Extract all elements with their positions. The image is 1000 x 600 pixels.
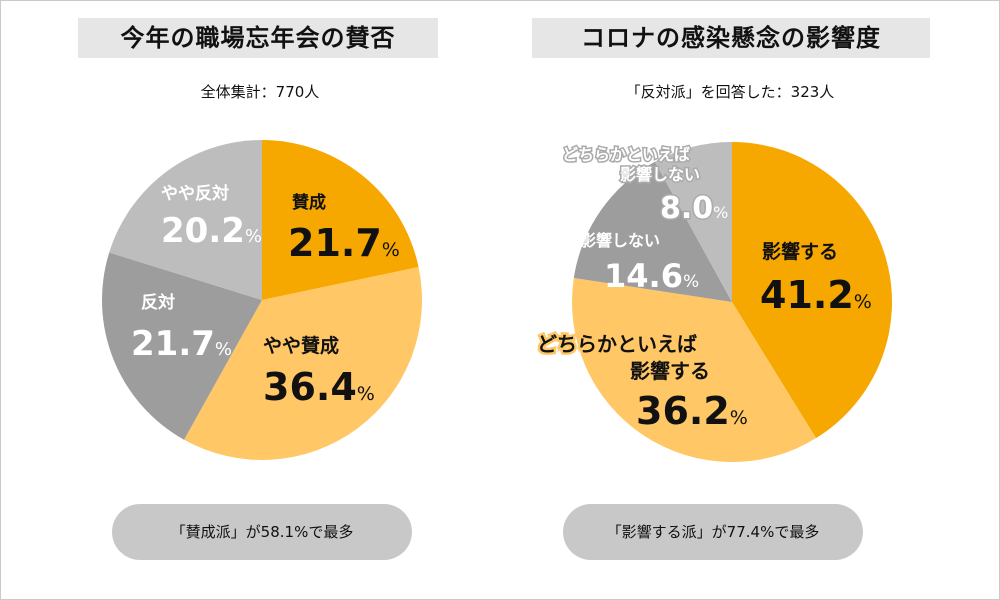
chart1-slice2-label: やや賛成 [263, 334, 339, 357]
chart2-slice2-label: どちらかといえば 影響する [535, 330, 711, 384]
chart2-slice1-label: 影響する [762, 240, 838, 263]
chart1-slice-3 [101, 252, 262, 440]
chart2-slice3-label: 影響しない [580, 231, 660, 250]
svg-text:影響しない: 影響しない [620, 165, 700, 184]
chart2-slice-3 [573, 161, 732, 302]
svg-text:どちらかといえば: どちらかといえば [562, 145, 690, 164]
chart1-slice4-label: やや反対 [161, 183, 229, 204]
chart2-slice-4 [654, 142, 732, 302]
chart1-slice3-value: 21.7% [131, 324, 232, 364]
chart1-subtitle: 全体集計：770人 [200, 83, 320, 101]
chart1-slice-2 [184, 267, 422, 460]
chart2-slice1-value: 41.2% [760, 273, 872, 317]
chart1-slice3-label: 反対 [141, 292, 175, 313]
svg-text:影響する: 影響する [630, 359, 710, 383]
chart2-slice4-value: 8.0% [660, 191, 728, 226]
chart2-slice-1 [732, 142, 893, 439]
chart1-title: 今年の職場忘年会の賛否 [78, 18, 438, 58]
chart1-slice2-value: 36.4% [263, 365, 375, 409]
chart2-slice-2 [572, 277, 817, 463]
chart2-slice3-value: 14.6% [604, 257, 699, 295]
chart1-slice-4 [109, 140, 262, 300]
chart1-slice1-value: 21.7% [288, 221, 400, 265]
chart1-slice4-value: 20.2% [161, 211, 262, 251]
chart1-summary: 「賛成派」が58.1%で最多 [112, 504, 412, 560]
chart2-title: コロナの感染懸念の影響度 [532, 18, 930, 58]
chart2-pie [572, 142, 893, 463]
chart2-summary: 「影響する派」が77.4%で最多 [563, 504, 863, 560]
svg-text:どちらかといえば: どちらかといえば [537, 332, 697, 356]
chart2-slice2-value: 36.2% [636, 389, 748, 433]
chart1-pie [101, 140, 422, 460]
chart1-slice1-label: 賛成 [292, 192, 326, 213]
chart1-slice-1 [262, 140, 419, 300]
chart2-slice4-label: どちらかといえば 影響しない [561, 144, 702, 186]
chart2-subtitle: 「反対派」を回答した：323人 [625, 83, 835, 101]
